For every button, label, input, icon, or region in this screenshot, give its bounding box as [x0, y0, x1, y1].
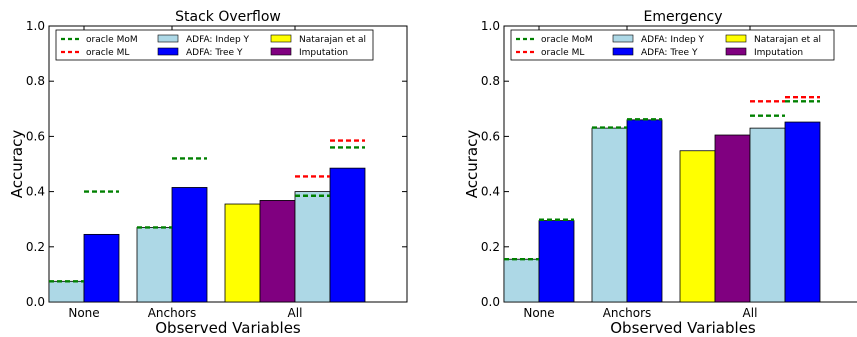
bar-indep-anchors [591, 127, 628, 303]
legend-indep-swatch [157, 34, 179, 43]
legend-box [510, 29, 835, 61]
y-tick-label: 0.4 [481, 185, 500, 199]
legend-indep: ADFA: Indep Y [186, 35, 250, 45]
legend: oracle MoM oracle ML ADFA: Indep Y ADFA:… [510, 29, 835, 61]
legend-imputation-swatch [725, 47, 747, 56]
y-tick-label: 0.0 [481, 295, 500, 309]
x-ticks: None Anchors All [523, 26, 757, 320]
bar-imputation-all [259, 200, 296, 303]
bar-tree-none [83, 233, 120, 303]
x-tick-label: All [288, 306, 303, 320]
legend-tree: ADFA: Tree Y [186, 48, 243, 58]
y-axis-label: Accuracy [463, 130, 481, 199]
legend-tree-swatch [612, 47, 634, 56]
bar-natarajan-all [224, 203, 261, 303]
legend-oracle-mom: oracle MoM [86, 35, 138, 45]
legend-box [55, 29, 374, 61]
legend-natarajan-swatch [725, 34, 747, 43]
bar-tree-all [784, 121, 821, 303]
bar-indep-none [503, 258, 540, 303]
legend-indep: ADFA: Indep Y [641, 35, 705, 45]
y-ticks: 0.0 0.2 0.4 0.6 0.8 1.0 [481, 19, 509, 309]
y-tick-label: 1.0 [481, 19, 500, 33]
legend-tree-swatch [157, 47, 179, 56]
x-axis-label: Observed Variables [155, 319, 301, 337]
y-tick-label: 0.8 [26, 74, 45, 88]
chart-title: Stack Overflow [175, 9, 281, 25]
bar-imputation-all [714, 134, 751, 303]
bar-indep-all [294, 191, 331, 303]
legend-indep-swatch [612, 34, 634, 43]
bar-indep-none [48, 280, 85, 303]
bar-natarajan-all [679, 150, 716, 303]
x-ticks: None Anchors All [68, 26, 302, 320]
chart-title: Emergency [644, 9, 723, 25]
legend-natarajan-swatch [270, 34, 292, 43]
x-tick-label: Anchors [603, 306, 652, 320]
y-tick-label: 0.6 [26, 129, 45, 143]
legend-natarajan: Natarajan et al [754, 35, 821, 45]
emergency-panel: Emergency Observed Variables Accuracy 0.… [463, 9, 857, 337]
legend-tree: ADFA: Tree Y [641, 48, 698, 58]
legend-imputation: Imputation [299, 48, 348, 58]
y-tick-label: 1.0 [26, 19, 45, 33]
bar-tree-anchors [171, 187, 208, 303]
y-tick-label: 0.4 [26, 185, 45, 199]
oracle-lines [49, 139, 365, 283]
y-tick-label: 0.8 [481, 74, 500, 88]
y-tick-label: 0.2 [481, 240, 500, 254]
bars [48, 167, 366, 303]
y-tick-label: 0.2 [26, 240, 45, 254]
x-tick-label: All [743, 306, 758, 320]
y-axis-label: Accuracy [8, 130, 26, 199]
legend-imputation: Imputation [754, 48, 803, 58]
bar-tree-none [538, 220, 575, 303]
y-tick-label: 0.6 [481, 129, 500, 143]
x-tick-label: None [68, 306, 99, 320]
y-tick-label: 0.0 [26, 295, 45, 309]
x-axis-label: Observed Variables [610, 319, 756, 337]
x-tick-label: None [523, 306, 554, 320]
y-ticks: 0.0 0.2 0.4 0.6 0.8 1.0 [26, 19, 407, 309]
bar-tree-all [329, 167, 366, 303]
legend-oracle-ml: oracle ML [541, 48, 584, 58]
legend-natarajan: Natarajan et al [299, 35, 366, 45]
legend: oracle MoM oracle ML ADFA: Indep Y ADFA:… [55, 29, 374, 61]
legend-oracle-mom: oracle MoM [541, 35, 593, 45]
bar-tree-anchors [626, 119, 663, 303]
bar-indep-anchors [136, 227, 173, 303]
x-tick-label: Anchors [148, 306, 197, 320]
oracle-lines [504, 96, 820, 261]
stack-overflow-panel: Stack Overflow Observed Variables Accura… [8, 9, 408, 337]
legend-imputation-swatch [270, 47, 292, 56]
bar-indep-all [749, 127, 786, 303]
legend-oracle-ml: oracle ML [86, 48, 129, 58]
